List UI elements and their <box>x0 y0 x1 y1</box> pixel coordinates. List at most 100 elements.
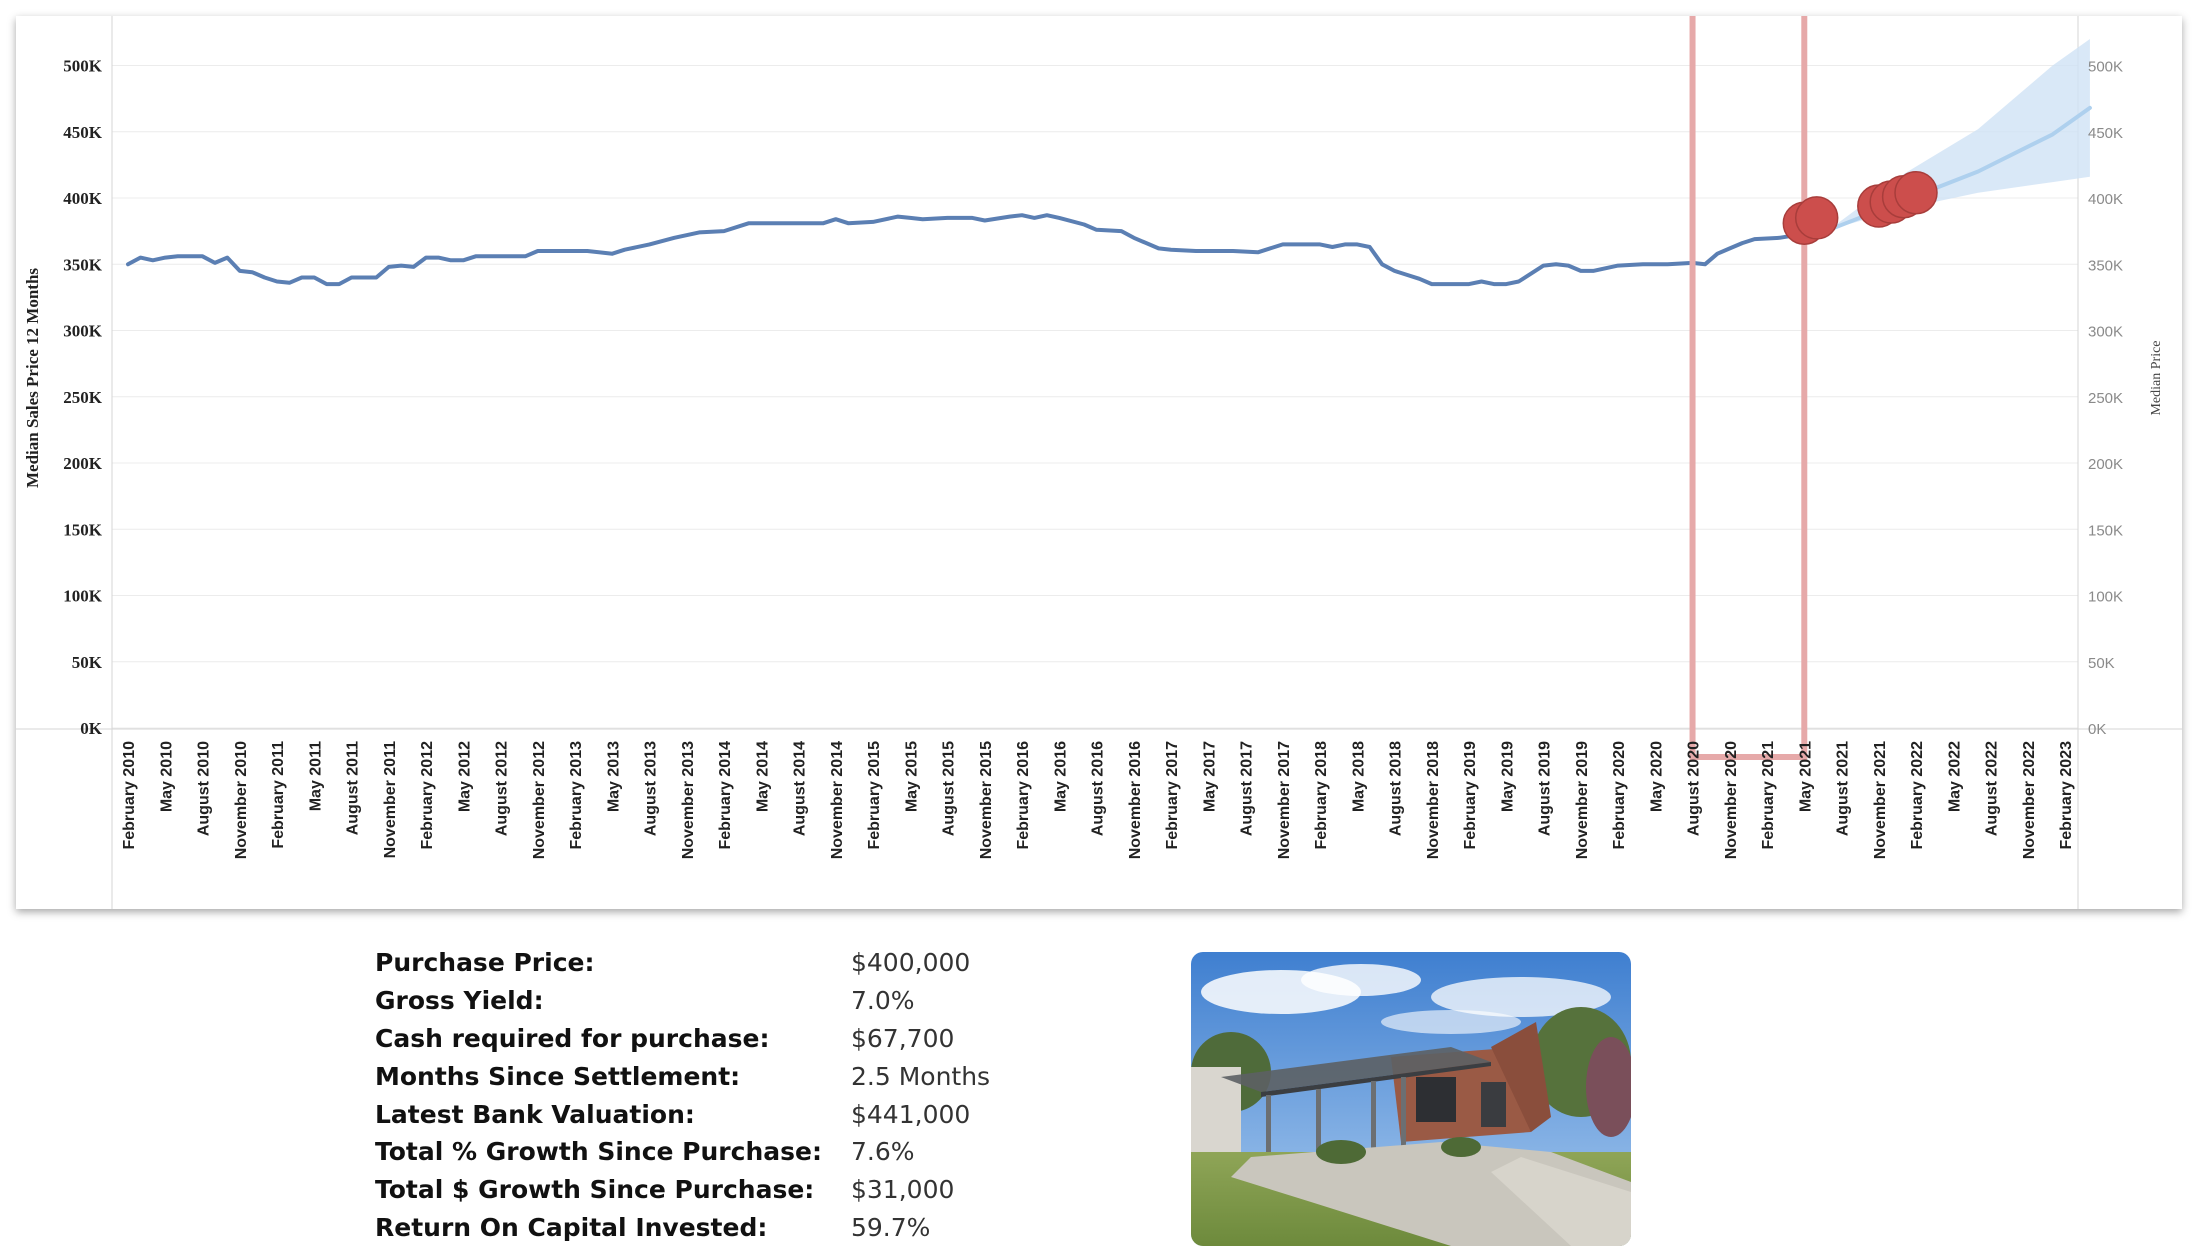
series-line-historical <box>126 213 1807 287</box>
x-tick-label: August 2022 <box>1984 741 2001 836</box>
y-tick-label-left: 500K <box>63 57 103 76</box>
x-tick-label: November 2011 <box>382 741 399 859</box>
y-axis-right-title: Median Price <box>2149 340 2164 415</box>
x-tick-label: November 2010 <box>233 741 250 859</box>
x-tick-label: May 2015 <box>903 741 920 812</box>
stat-value: $67,700 <box>851 1023 955 1053</box>
stat-value: 59.7% <box>851 1212 931 1242</box>
x-tick-label: August 2010 <box>196 741 213 836</box>
x-tick-label: May 2018 <box>1350 741 1367 812</box>
stat-label: Gross Yield: <box>375 986 544 1016</box>
y-tick-label-right: 350K <box>2088 257 2123 274</box>
stat-row-cash-required: Cash required for purchase: $67,700 <box>375 1020 1075 1058</box>
x-tick-label: November 2014 <box>829 741 846 859</box>
x-tick-label: November 2020 <box>1723 741 1740 859</box>
x-tick-label: November 2018 <box>1425 741 1442 859</box>
y-tick-label-right: 0K <box>2088 721 2106 738</box>
stat-value: 7.0% <box>851 986 915 1016</box>
x-tick-label: May 2016 <box>1052 741 1069 812</box>
x-tick-label: November 2016 <box>1127 741 1144 859</box>
y-tick-label-left: 0K <box>80 719 103 738</box>
stat-label: Total % Growth Since Purchase: <box>375 1137 822 1167</box>
stat-label: Cash required for purchase: <box>375 1023 770 1053</box>
highlight-rectangle <box>1689 16 1808 760</box>
y-tick-label-right: 400K <box>2088 191 2123 208</box>
x-axis-ticks: February 2010 May 2010 August 2010 November… <box>121 741 2075 859</box>
x-tick-label: February 2020 <box>1611 741 1628 850</box>
x-tick-label: August 2018 <box>1388 741 1405 836</box>
x-tick-label: May 2010 <box>158 741 175 812</box>
y-tick-label-left: 250K <box>63 388 103 407</box>
x-tick-label: February 2023 <box>2058 741 2075 850</box>
y-axis-left-title: Median Sales Price 12 Months <box>23 268 42 488</box>
x-tick-label: February 2016 <box>1015 741 1032 850</box>
stat-label: Total $ Growth Since Purchase: <box>375 1175 815 1205</box>
stat-row-months-since-settlement: Months Since Settlement: 2.5 Months <box>375 1057 1075 1095</box>
stat-row-purchase-price: Purchase Price: $400,000 <box>375 944 1075 982</box>
x-tick-label: May 2013 <box>605 741 622 812</box>
x-tick-label: May 2012 <box>456 741 473 812</box>
valuation-markers <box>1782 170 1938 245</box>
x-tick-label: February 2010 <box>121 741 138 850</box>
x-tick-label: February 2017 <box>1164 741 1181 850</box>
x-tick-label: August 2019 <box>1537 741 1554 836</box>
stat-value: $31,000 <box>851 1175 955 1205</box>
stat-label: Months Since Settlement: <box>375 1061 741 1091</box>
y-tick-label-left: 150K <box>63 520 103 539</box>
y-tick-label-left: 300K <box>63 322 103 341</box>
stat-value: 7.6% <box>851 1137 915 1167</box>
x-tick-label: August 2020 <box>1686 741 1703 836</box>
gridlines <box>112 65 2078 729</box>
x-tick-label: February 2018 <box>1313 741 1330 850</box>
x-tick-label: May 2019 <box>1499 741 1516 812</box>
x-tick-label: August 2015 <box>941 741 958 836</box>
stat-value: 2.5 Months <box>851 1061 991 1091</box>
series-lines <box>126 105 2092 287</box>
y-tick-label-right: 450K <box>2088 125 2123 142</box>
x-tick-label: August 2012 <box>494 741 511 836</box>
x-tick-label: November 2017 <box>1276 741 1293 859</box>
x-tick-label: February 2021 <box>1760 741 1777 850</box>
property-photo <box>1191 952 1631 1246</box>
y-tick-label-left: 350K <box>63 255 103 274</box>
x-tick-label: August 2016 <box>1090 741 1107 836</box>
x-tick-label: February 2013 <box>568 741 585 850</box>
y-tick-label-left: 100K <box>63 587 103 606</box>
valuation-marker <box>1894 170 1938 215</box>
x-tick-label: February 2012 <box>419 741 436 850</box>
y-tick-label-left: 200K <box>63 454 103 473</box>
x-tick-label: November 2013 <box>680 741 697 859</box>
price-line-chart: 500K 450K 400K 350K 300K 250K 200K 150K 100K 50K 0… <box>16 16 2182 909</box>
x-tick-label: May 2011 <box>307 741 324 811</box>
x-tick-label: May 2020 <box>1648 741 1665 812</box>
y-tick-label-right: 150K <box>2088 522 2123 539</box>
property-stats: Purchase Price: $400,000 Gross Yield: 7.… <box>375 944 1075 1246</box>
y-tick-label-right: 500K <box>2088 59 2123 76</box>
x-tick-label: August 2014 <box>792 741 809 836</box>
x-tick-label: November 2022 <box>2021 741 2038 859</box>
y-tick-label-right: 200K <box>2088 456 2123 473</box>
stat-row-return-on-capital: Return On Capital Invested: 59.7% <box>375 1209 1075 1247</box>
x-tick-label: February 2014 <box>717 741 734 850</box>
x-tick-label: February 2019 <box>1462 741 1479 850</box>
x-tick-label: February 2022 <box>1909 741 1926 850</box>
stat-label: Return On Capital Invested: <box>375 1212 768 1242</box>
x-tick-label: November 2015 <box>978 741 995 859</box>
x-tick-label: August 2017 <box>1239 741 1256 836</box>
x-tick-label: August 2011 <box>345 741 362 835</box>
y-tick-label-right: 50K <box>2088 655 2115 672</box>
stat-row-bank-valuation: Latest Bank Valuation: $441,000 <box>375 1095 1075 1133</box>
valuation-marker <box>1794 196 1839 240</box>
x-tick-label: May 2017 <box>1201 741 1218 812</box>
y-tick-label-left: 50K <box>72 653 103 672</box>
x-tick-label: February 2015 <box>866 741 883 850</box>
x-tick-label: August 2013 <box>643 741 660 836</box>
y-axis-left-ticks: 500K 450K 400K 350K 300K 250K 200K 150K 100K 50K 0… <box>63 57 103 739</box>
x-tick-label: February 2011 <box>270 741 287 849</box>
highlight-box <box>1689 16 1808 760</box>
y-tick-label-left: 400K <box>63 189 103 208</box>
y-tick-label-right: 250K <box>2088 390 2123 407</box>
x-tick-label: May 2021 <box>1797 741 1814 812</box>
y-tick-label-left: 450K <box>63 123 103 142</box>
y-tick-label-right: 100K <box>2088 589 2123 606</box>
